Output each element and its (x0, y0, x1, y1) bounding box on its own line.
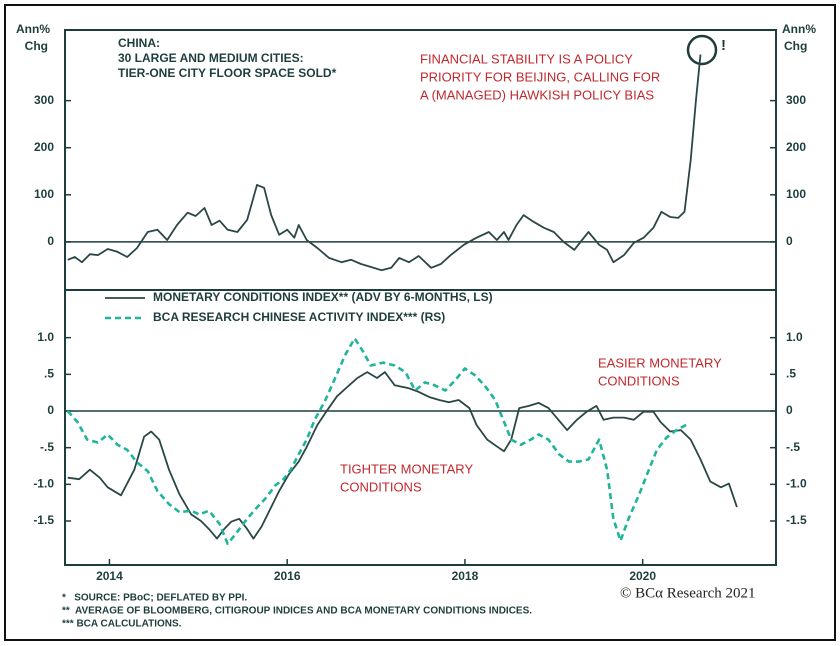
y-tick-label: 100 (34, 187, 54, 201)
y-tick-label: -1.0 (33, 477, 54, 491)
footnote: ** AVERAGE OF BLOOMBERG, CITIGROUP INDIC… (62, 606, 532, 617)
annotation: TIGHTER MONETARY (340, 461, 473, 476)
annotation: FINANCIAL STABILITY IS A POLICY (420, 51, 633, 66)
y2-tick-label: -1.0 (786, 477, 807, 491)
annotation: CONDITIONS (340, 479, 422, 494)
annotation: CONDITIONS (598, 373, 680, 388)
y2-label: Chg (784, 39, 807, 53)
y2-label: Ann% (782, 22, 816, 36)
y-tick-label: .5 (44, 367, 54, 381)
y-tick-label: -1.5 (33, 513, 54, 527)
legend-label: MONETARY CONDITIONS INDEX** (ADV BY 6-MO… (153, 290, 493, 304)
y-tick-label: 200 (34, 140, 54, 154)
y2-tick-label: 1.0 (786, 330, 803, 344)
annotation-mark: ! (721, 37, 726, 54)
y2-tick-label: .5 (786, 367, 796, 381)
x-tick-label: 2020 (629, 569, 656, 583)
y-tick-label: -.5 (40, 440, 54, 454)
outer-frame (4, 4, 836, 641)
y-label: Chg (25, 39, 48, 53)
series-line (66, 337, 687, 545)
y-label: Ann% (16, 22, 50, 36)
x-tick-label: 2018 (452, 569, 479, 583)
y2-tick-label: 0 (786, 234, 793, 248)
chart-title: TIER-ONE CITY FLOOR SPACE SOLD* (118, 66, 337, 80)
chart-title: 30 LARGE AND MEDIUM CITIES: (118, 51, 304, 65)
series-line (67, 371, 738, 540)
chart-title: CHINA: (118, 36, 160, 50)
y2-tick-label: -.5 (786, 440, 800, 454)
credit: © BCα Research 2021 (620, 585, 755, 601)
x-tick-label: 2016 (274, 569, 301, 583)
plot-frame (64, 29, 777, 566)
y-tick-label: 0 (47, 234, 54, 248)
y2-tick-label: 200 (786, 140, 806, 154)
y2-tick-label: -1.5 (786, 513, 807, 527)
series-line (67, 54, 702, 272)
annotation: PRIORITY FOR BEIJING, CALLING FOR (420, 69, 660, 84)
y-tick-label: 0 (47, 403, 54, 417)
y-tick-label: 1.0 (37, 330, 54, 344)
legend-label: BCA RESEARCH CHINESE ACTIVITY INDEX*** (… (153, 310, 445, 324)
y2-tick-label: 0 (786, 403, 793, 417)
y2-tick-label: 300 (786, 93, 806, 107)
y2-tick-label: 100 (786, 187, 806, 201)
highlight-circle (686, 34, 718, 66)
annotation: EASIER MONETARY (598, 355, 722, 370)
y-tick-label: 300 (34, 93, 54, 107)
footnote: *** BCA CALCULATIONS. (62, 619, 182, 630)
annotation: A (MANAGED) HAWKISH POLICY BIAS (420, 87, 654, 102)
x-tick-label: 2014 (96, 569, 123, 583)
footnote: * SOURCE: PBoC; DEFLATED BY PPI. (62, 593, 247, 604)
